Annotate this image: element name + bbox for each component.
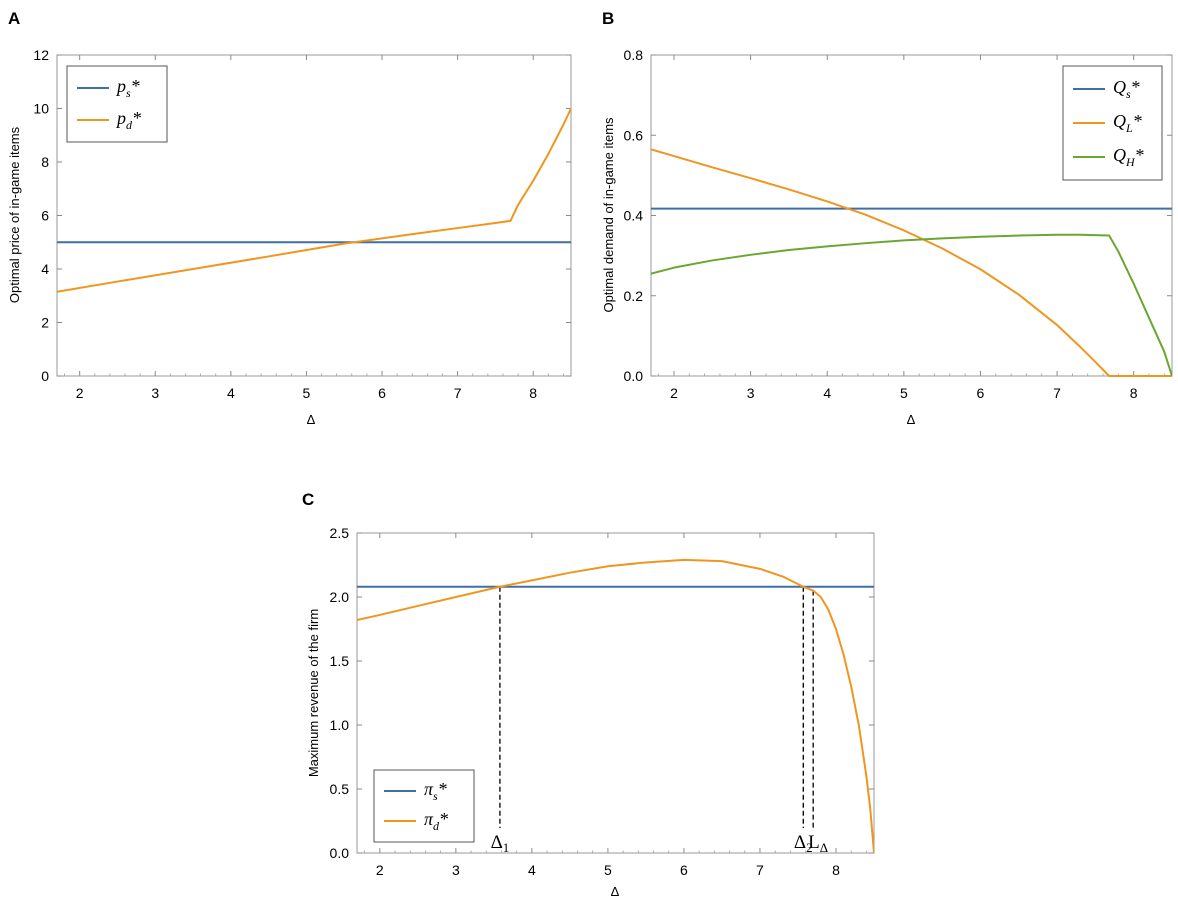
annotation-label-sub: 1 [503,840,510,855]
panel-c-legend-label-0: πs* [424,779,447,803]
panel-b-y-tick-label: 0.8 [624,47,644,63]
panel-a-x-tick-label: 2 [76,385,84,401]
panel-c-legend: πs*πd* [373,769,475,843]
panel-a-x-tick-label: 7 [454,385,462,401]
panel-a-x-tick-label: 5 [303,385,311,401]
panel-c-x-tick-label: 6 [680,862,688,878]
panel-b-y-tick-label: 0.6 [624,127,644,143]
panel-b-legend-label-2: QH* [1113,145,1144,169]
panel-b-legend: Qs*QL*QH* [1062,65,1163,181]
panel-b-x-axis-title: Δ [907,412,916,427]
panel-a-legend-label-0-sup: * [131,76,140,96]
panel-c-legend-label-1: πd* [424,809,448,833]
panel-b-x-tick-label: 3 [747,385,755,401]
panel-b-legend-label-2-sub: H [1125,155,1136,169]
panel-b-legend-label-0-main: Q [1113,77,1126,97]
panel-c-frame [356,532,875,854]
panel-b-series-1-line [651,148,1172,377]
annotation-label-2: LΔ [808,832,828,855]
annotation-label-main: Δ [491,832,503,853]
panel-b-series-2-line [651,233,1172,377]
panel-c-y-tick-label: 0.0 [330,845,350,861]
panel-a-legend-label-0-sub: s [126,86,131,100]
panel-a-y-tick-label: 12 [33,47,49,63]
panel-c-legend-label-1-main: π [424,809,434,829]
panel-c-series-1-line [357,558,874,854]
annotation-label-sub: Δ [820,840,828,855]
annotation-label-main: Δ [794,832,806,853]
panel-a-y-tick-label: 0 [41,368,49,384]
panel-c-chart: Δ Maximum revenue of the firm 2 3 4 5 6 7 8 0.0… [306,525,875,899]
panel-a-y-axis-title: Optimal price of in-game items [7,126,22,303]
panel-b-legend-label-1: QL* [1113,111,1142,135]
panel-c-x-axis-title: Δ [611,884,620,899]
panel-b-y-tick-label: 0.2 [624,288,644,304]
panel-b-legend-label-1-main: Q [1113,111,1126,131]
panel-a-y-tick-label: 6 [41,208,49,224]
panel-a-legend-label-1-sup: * [132,108,141,128]
panel-c-x-tick-label: 2 [376,862,384,878]
panel-b-x-tick-label: 8 [1130,385,1138,401]
panel-a-legend-label-1-sub: d [126,118,133,132]
panel-a-x-tick-label: 8 [529,385,537,401]
panel-letter-c: C [302,490,314,509]
panel-c-legend-label-1-sub: d [433,819,440,833]
panel-b-x-tick-label: 4 [823,385,831,401]
panel-c-legend-label-0-sup: * [438,779,447,799]
panel-a-legend-label-1-main: p [115,108,126,128]
panel-a-y-tick-label: 4 [41,261,49,277]
panel-a-legend-label-1: pd* [115,108,141,132]
panel-c-legend-box [373,769,475,843]
panel-b-x-tick-label: 6 [977,385,985,401]
panel-a-x-axis-title: Δ [307,412,316,427]
panel-c-y-tick-label: 0.5 [330,781,350,797]
annotation-label-1: Δ2 [794,832,813,855]
panel-a-legend-label-0: ps* [115,76,140,100]
panel-letter-b: B [602,9,614,28]
panel-b-chart: Δ Optimal demand of in-game items 2 3 4 5 6 7… [601,47,1173,427]
panel-c-x-tick-label: 4 [528,862,536,878]
panel-b-legend-label-1-sup: * [1133,111,1142,131]
panel-a-y-tick-label: 8 [41,154,49,170]
panel-c-legend-label-0-sub: s [433,789,438,803]
panel-a-chart: Δ Optimal price of in-game items 2 3 4 5 6 7 8… [7,47,572,427]
panel-b-y-axis-title: Optimal demand of in-game items [601,117,616,313]
panel-c-y-tick-label: 1.5 [330,653,350,669]
panel-c-legend-label-1-sup: * [439,809,448,829]
panel-c-x-tick-label: 3 [452,862,460,878]
panel-b-x-tick-label: 2 [670,385,678,401]
panel-b-legend-label-2-sup: * [1135,145,1144,165]
panel-a-x-tick-label: 3 [151,385,159,401]
annotation-label-sub: 2 [806,840,813,855]
panel-c-y-tick-label: 2.5 [330,525,350,541]
panel-c-y-tick-label: 2.0 [330,589,350,605]
panel-a-y-tick-label: 10 [33,101,49,117]
panel-c-y-tick-label: 1.0 [330,717,350,733]
panel-a-legend: ps*pd* [66,65,168,143]
panel-a-x-tick-label: 4 [227,385,235,401]
panel-b-legend-label-0-sub: s [1126,87,1131,101]
panel-b-legend-label-2-main: Q [1113,145,1126,165]
annotation-label-0: Δ1 [491,832,510,855]
panel-a-y-tick-label: 2 [41,315,49,331]
panel-c-x-tick-label: 5 [604,862,612,878]
panel-c-legend-label-0-main: π [424,779,434,799]
panel-b-x-tick-label: 7 [1053,385,1061,401]
panel-a-x-tick-label: 6 [378,385,386,401]
panel-a-legend-box [66,65,168,143]
panel-c-x-tick-label: 8 [832,862,840,878]
panel-letter-a: A [8,9,20,28]
annotation-label-main: L [808,832,820,853]
panel-b-legend-label-0: Qs* [1113,77,1140,101]
panel-b-y-tick-label: 0.0 [624,368,644,384]
panel-b-legend-label-0-sup: * [1131,77,1140,97]
panel-c-x-tick-label: 7 [756,862,764,878]
panel-b-legend-label-1-sub: L [1125,121,1133,135]
panel-b-y-tick-label: 0.4 [624,208,644,224]
panel-b-x-tick-label: 5 [900,385,908,401]
panel-c-y-axis-title: Maximum revenue of the firm [306,609,321,777]
panel-a-legend-label-0-main: p [115,76,126,96]
panel-a-series-1-line [57,108,571,293]
